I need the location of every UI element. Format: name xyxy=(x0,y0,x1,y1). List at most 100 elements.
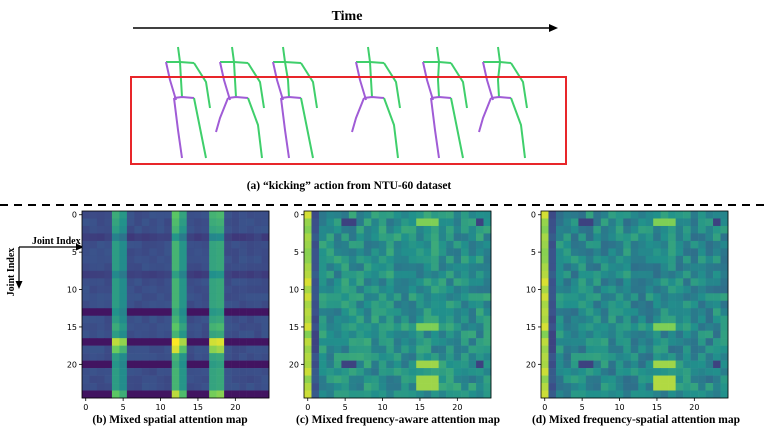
heatmap-cell xyxy=(141,285,150,294)
heatmap-cell xyxy=(333,368,342,376)
heatmap-cell xyxy=(111,218,120,227)
heatmap-cell xyxy=(82,338,90,346)
heatmap-cell xyxy=(653,233,661,242)
heatmap-cell xyxy=(341,263,350,272)
heatmap-cell xyxy=(224,248,232,257)
heatmap-cell xyxy=(578,345,587,354)
heatmap-cell xyxy=(461,315,469,324)
heatmap-cell xyxy=(239,345,247,354)
heatmap-cell xyxy=(239,368,247,376)
heatmap-cell xyxy=(141,293,150,302)
heatmap-cell xyxy=(104,308,113,317)
heatmap-cell xyxy=(246,278,255,287)
heatmap-cell xyxy=(254,368,262,376)
heatmap-cell xyxy=(416,330,424,339)
heatmap-cell xyxy=(393,255,402,264)
heatmap-cell xyxy=(608,375,617,384)
heatmap-cell xyxy=(378,211,387,219)
heatmap-cell xyxy=(186,315,195,324)
heatmap-cell xyxy=(246,368,255,376)
heatmap-cell xyxy=(111,285,120,294)
heatmap-cell xyxy=(645,248,654,257)
heatmap-cell xyxy=(401,330,410,339)
heatmap-cell xyxy=(668,285,676,294)
heatmap-frame xyxy=(303,210,492,399)
heatmap-cell xyxy=(570,278,579,287)
skeleton-limb xyxy=(436,46,440,98)
heatmap-cell xyxy=(668,315,676,324)
heatmap-cell xyxy=(600,278,609,287)
heatmap-cell xyxy=(401,368,410,376)
heatmap-cell xyxy=(668,293,676,302)
heatmap-cell xyxy=(246,338,255,346)
heatmap-cell xyxy=(585,270,594,279)
heatmap-cell xyxy=(201,255,210,264)
heatmap-cell xyxy=(363,390,372,399)
heatmap-cell xyxy=(393,308,402,317)
heatmap-cell xyxy=(453,353,462,361)
heatmap-cell xyxy=(216,330,225,339)
heatmap-cell xyxy=(356,293,365,302)
heatmap-cell xyxy=(201,353,210,361)
heatmap-cell xyxy=(348,225,357,234)
heatmap-cell xyxy=(615,383,624,391)
heatmap-cell xyxy=(548,360,557,369)
heatmap-cell xyxy=(171,263,180,272)
heatmap-cell xyxy=(164,360,173,369)
heatmap-cell xyxy=(638,353,647,361)
heatmap-cell xyxy=(615,390,624,399)
heatmap-cell xyxy=(333,240,342,249)
heatmap-cell xyxy=(119,323,128,331)
heatmap-cell xyxy=(563,263,572,272)
heatmap-cell xyxy=(438,293,447,302)
heatmap-cell xyxy=(216,308,225,317)
heatmap-cell xyxy=(570,315,579,324)
heatmap-cell xyxy=(705,263,714,272)
heatmap-cell xyxy=(720,338,729,346)
heatmap-cell xyxy=(111,368,120,376)
heatmap-cell xyxy=(476,390,484,399)
skeleton-limb xyxy=(166,61,195,64)
heatmap-cell xyxy=(356,300,365,309)
heatmap-cell xyxy=(638,255,647,264)
heatmap-cell xyxy=(461,330,469,339)
heatmap-cell xyxy=(683,240,691,249)
heatmap-cell xyxy=(461,375,469,384)
heatmap-cell xyxy=(111,383,120,391)
heatmap-cell xyxy=(653,285,661,294)
heatmap-cell xyxy=(209,338,217,346)
heatmap-cell xyxy=(705,338,714,346)
heatmap-cell xyxy=(333,293,342,302)
heatmap-cell xyxy=(326,233,335,242)
heatmap-cell xyxy=(408,293,417,302)
heatmap-cell xyxy=(171,300,180,309)
heatmap-cell xyxy=(393,345,402,354)
skeleton-limb xyxy=(165,61,177,101)
heatmap-cell xyxy=(363,278,372,287)
heatmap-cell xyxy=(179,375,188,384)
heatmap-cell xyxy=(720,225,729,234)
heatmap-cell xyxy=(653,300,661,309)
heatmap-cell xyxy=(720,248,729,257)
heatmap-cell xyxy=(348,323,357,331)
heatmap-cell xyxy=(356,323,365,331)
heatmap-cell xyxy=(423,285,432,294)
heatmap-cell xyxy=(156,263,165,272)
heatmap-cell xyxy=(431,300,439,309)
heatmap-cell xyxy=(311,383,320,391)
heatmap-cell xyxy=(563,308,572,317)
heatmap-cell xyxy=(615,270,624,279)
heatmap-cell xyxy=(164,218,173,227)
heatmap-cell xyxy=(668,263,676,272)
caption-d: (d) Mixed frequency-spatial attention ma… xyxy=(532,414,740,426)
heatmap-cell xyxy=(713,248,721,257)
heatmap-cell xyxy=(341,360,350,369)
heatmap-cell xyxy=(134,330,143,339)
heatmap-cell xyxy=(378,255,387,264)
heatmap-cell xyxy=(578,278,587,287)
heatmap-cell xyxy=(563,211,572,219)
heatmap-cell xyxy=(371,345,380,354)
heatmap-cell xyxy=(318,240,327,249)
heatmap-cell xyxy=(690,353,699,361)
heatmap-cell xyxy=(141,383,150,391)
